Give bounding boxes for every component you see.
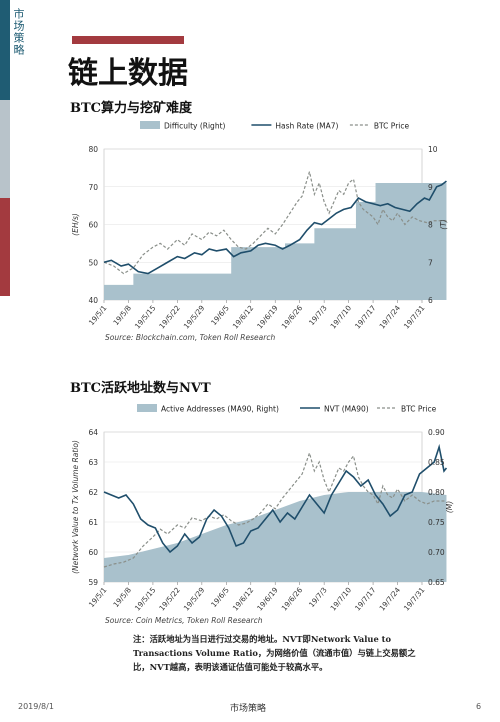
chart2-xtick-label: 19/6/19 — [255, 585, 280, 612]
chart2-xtick-label: 19/7/3 — [307, 586, 329, 610]
chart2-ytick-label: 60 — [88, 548, 98, 557]
chart1-svg: Difficulty (Right) Hash Rate (MA7) BTC Pri… — [71, 121, 448, 342]
chart1-legend-label: Difficulty (Right) — [164, 122, 226, 131]
chart1-legend-label: BTC Price — [374, 122, 410, 131]
chart1-y2tick-label: 10 — [428, 145, 438, 154]
chart1-right-axis-label: (T) — [439, 219, 448, 230]
chart1-y2tick-label: 7 — [428, 258, 433, 267]
chart2-ytick-label: 62 — [88, 488, 98, 497]
chart1-ytick-label: 40 — [88, 296, 98, 305]
page-title: 链上数据 — [68, 56, 188, 91]
chart2-left-axis-label: (Network Value to Tx Volume Ratio) — [71, 440, 80, 574]
chart1-xtick-label: 19/5/1 — [87, 304, 109, 328]
chart2-xtick-label: 19/6/12 — [231, 586, 256, 613]
chart2-ytick-label: 59 — [88, 578, 98, 587]
footnote: 注：活跃地址为当日进行过交易的地址。NVT即Network Value to T… — [133, 634, 416, 672]
chart1-y2tick-label: 8 — [428, 221, 433, 230]
chart1-xtick-label: 19/7/10 — [328, 303, 353, 330]
chart2-legend-label: NVT (MA90) — [324, 405, 369, 414]
chart1-xtick-label: 19/6/19 — [255, 303, 280, 330]
chart1-ytick-label: 80 — [88, 145, 98, 154]
chart2-price-line — [103, 450, 447, 568]
chart1-source: Source: Blockchain.com, Token Roll Resea… — [105, 333, 275, 342]
footer-date: 2019/8/1 — [18, 702, 54, 711]
chart2-legend-label: Active Addresses (MA90, Right) — [161, 405, 279, 414]
chart1-y2tick-label: 9 — [428, 183, 433, 192]
chart2-y2tick-label: 0.85 — [428, 458, 445, 467]
chart2-svg: Active Addresses (MA90, Right) NVT (MA90)… — [71, 404, 454, 625]
chart2-xtick-label: 19/7/24 — [377, 585, 402, 612]
chart1-xtick-label: 19/7/24 — [377, 303, 402, 330]
chart1-price-line — [103, 171, 447, 275]
chart2-main-line — [103, 443, 448, 554]
chart1-ytick-label: 60 — [88, 221, 98, 230]
chart2-right-axis-label: (M) — [445, 501, 454, 513]
chart1-xtick-label: 19/5/8 — [111, 303, 133, 327]
chart2-y2tick-label: 0.90 — [428, 428, 445, 437]
chart1-ytick-label: 70 — [88, 183, 98, 192]
chart1-ytick-label: 50 — [88, 258, 98, 267]
chart1-xtick-label: 19/6/5 — [209, 304, 231, 328]
chart2-xtick-label: 19/6/26 — [280, 585, 305, 612]
chart2-area-series — [104, 492, 447, 582]
chart2-xtick-label: 19/7/31 — [402, 586, 427, 613]
chart1-main-line — [103, 180, 447, 275]
chart1-xtick-label: 19/5/15 — [133, 304, 158, 331]
chart1-xtick-label: 19/7/3 — [307, 304, 329, 328]
chart1-xtick-label: 19/6/26 — [280, 303, 305, 330]
chart1-y2tick-label: 6 — [428, 296, 433, 305]
footer-section: 市场策略 — [230, 704, 267, 714]
chart2-ytick-label: 64 — [88, 428, 98, 437]
chart2-y2tick-label: 0.75 — [428, 518, 445, 527]
chart2-xtick-label: 19/5/1 — [87, 586, 109, 610]
footer-page-number: 6 — [476, 702, 482, 711]
chart1-xtick-label: 19/5/22 — [157, 304, 182, 331]
chart1-xtick-label: 19/6/12 — [231, 304, 256, 331]
chart1-legend-swatch-area — [140, 121, 160, 129]
chart2-y2tick-label: 0.65 — [428, 578, 445, 587]
title-accent-bar — [72, 36, 184, 44]
chart2-xtick-label: 19/5/29 — [182, 585, 207, 612]
chart2-legend-swatch-area — [137, 404, 157, 412]
chart2-xtick-label: 19/5/8 — [111, 585, 133, 609]
chart2-source: Source: Coin Metrics, Token Roll Researc… — [105, 616, 263, 625]
chart2-ytick-label: 61 — [88, 518, 98, 527]
sidebar-label: 市场策略 — [12, 8, 25, 56]
chart1-xtick-label: 19/7/17 — [353, 304, 378, 331]
chart2-y2tick-label: 0.70 — [428, 548, 445, 557]
chart1-title: BTC算力与挖矿难度 — [70, 101, 193, 116]
chart2-legend-label: BTC Price — [401, 405, 437, 414]
chart2-xtick-label: 19/7/17 — [353, 586, 378, 613]
sidebar-red-band — [0, 198, 10, 296]
chart2-y2tick-label: 0.80 — [428, 488, 445, 497]
chart1-area-series — [104, 182, 447, 300]
chart2-xtick-label: 19/7/10 — [328, 585, 353, 612]
chart2-xtick-label: 19/5/15 — [133, 586, 158, 613]
sidebar-gray-band — [0, 100, 10, 198]
sidebar-teal-band — [0, 0, 10, 100]
chart2-ytick-label: 63 — [88, 458, 98, 467]
chart1-xtick-label: 19/7/31 — [402, 304, 427, 331]
chart2-xtick-label: 19/6/5 — [209, 586, 231, 610]
chart1-left-axis-label: (EH/s) — [71, 213, 80, 236]
chart2-title: BTC活跃地址数与NVT — [70, 381, 211, 396]
chart1-xtick-label: 19/5/29 — [182, 303, 207, 330]
chart2-xtick-label: 19/5/22 — [157, 586, 182, 613]
chart1-legend-label: Hash Rate (MA7) — [275, 122, 338, 131]
